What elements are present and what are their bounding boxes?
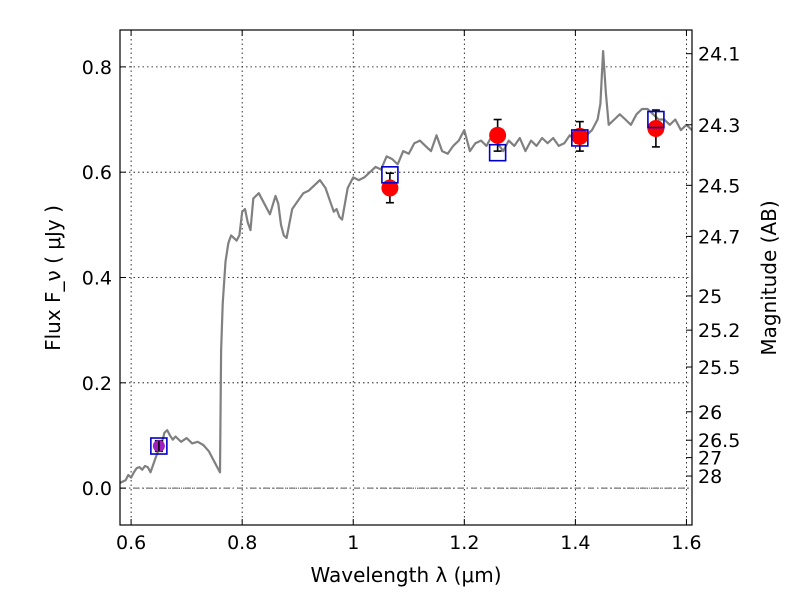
magnitude-tick-label: 24.5 [698,175,740,197]
y-tick-label: 0.0 [82,478,112,500]
y-axis-ticks: 0.0 0.2 0.4 0.6 0.8 [82,57,126,500]
magnitude-axis-label: Magnitude (AB) [757,200,781,355]
magnitude-tick-label: 28 [698,466,722,488]
magnitude-tick-label: 25.5 [698,357,740,379]
x-axis-ticks: 0.6 0.8 1 1.2 1.4 1.6 [116,30,702,554]
x-tick-label: 1.4 [560,532,590,554]
observed-point [489,126,507,144]
y-tick-label: 0.6 [82,162,112,184]
x-tick-label: 1.6 [671,532,701,554]
model-photometry-square [150,437,168,455]
y-tick-label: 0.2 [82,373,112,395]
x-tick-label: 1.2 [449,532,479,554]
x-axis-label: Wavelength λ (μm) [310,563,501,587]
magnitude-tick-label: 26 [698,402,722,424]
plot-area [120,49,692,484]
x-tick-label: 0.6 [116,532,146,554]
magnitude-tick-label: 25.2 [698,320,740,342]
observed-point [647,119,665,137]
model-photometry-square [571,129,589,147]
grid [120,30,692,525]
x-tick-label: 1 [347,532,359,554]
magnitude-tick-label: 24.7 [698,226,740,248]
model-photometry-square [488,143,507,162]
x-tick-label: 0.8 [227,532,257,554]
magnitude-tick-label: 25 [698,286,722,308]
observed-point [381,179,399,197]
y-axis-label: Flux F_ν ( μJy ) [41,205,65,351]
magnitude-tick-label: 27 [698,448,722,470]
model-photometry-square [381,166,399,184]
model-photometry-square [647,110,665,129]
magnitude-tick-label: 24.3 [698,115,740,137]
magnitude-tick-label: 26.5 [698,430,740,452]
y-tick-label: 0.8 [82,57,112,79]
observed-point [571,127,589,145]
magnitude-tick-label: 24.1 [698,44,740,66]
y-tick-label: 0.4 [82,268,112,290]
